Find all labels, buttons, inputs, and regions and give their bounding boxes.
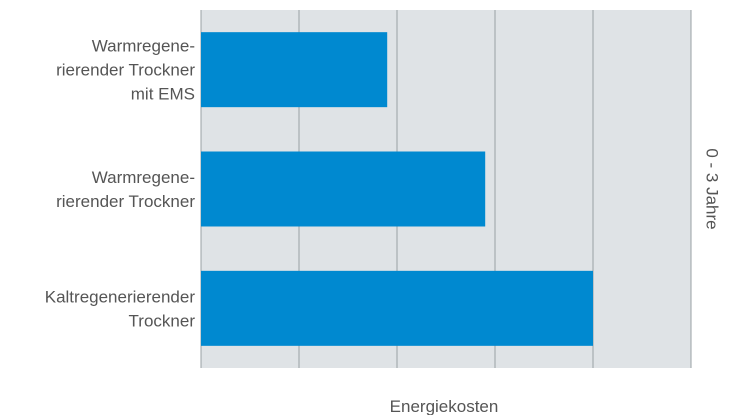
period-label: 0 - 3 Jahre — [703, 148, 722, 229]
category-label: Kaltregenerierender Trockner — [45, 287, 196, 330]
category-label: Warmregene-rierender Trockner mit EMS — [56, 37, 195, 104]
category-labels: Warmregene-rierender Trockner mit EMS Warm… — [45, 37, 196, 331]
bar — [201, 151, 486, 227]
bar — [201, 270, 593, 346]
bar — [201, 32, 388, 108]
category-label: Warmregene-rierender Trockner — [56, 168, 195, 211]
bars — [201, 32, 593, 346]
x-axis-label: Energiekosten — [390, 397, 499, 415]
